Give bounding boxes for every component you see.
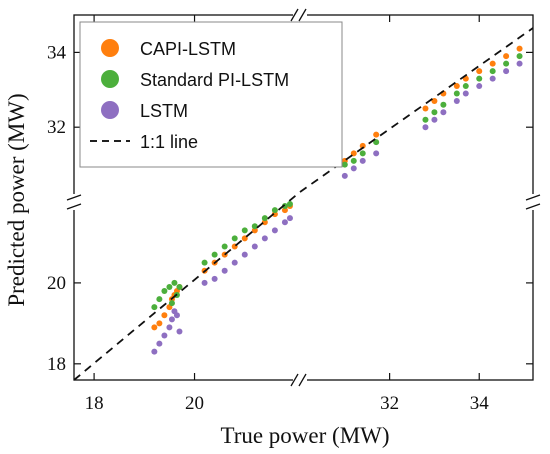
data-point: [422, 124, 429, 131]
data-point: [176, 328, 183, 335]
data-point: [241, 227, 248, 234]
legend-label: CAPI-LSTM: [140, 39, 236, 59]
data-point: [453, 90, 460, 97]
x-tick-label: 32: [380, 393, 399, 414]
data-point: [286, 215, 293, 222]
data-point: [281, 219, 288, 226]
data-point: [161, 288, 168, 294]
data-point: [476, 75, 483, 82]
data-point: [168, 300, 175, 307]
data-point: [350, 150, 357, 157]
data-point: [156, 296, 163, 303]
data-point: [453, 83, 460, 90]
data-point: [156, 320, 163, 327]
data-point: [211, 275, 218, 282]
data-point: [166, 283, 173, 290]
data-point: [341, 161, 348, 168]
legend-box: [79, 21, 343, 168]
data-point: [431, 116, 438, 123]
legend-label: LSTM: [140, 101, 188, 121]
data-point: [271, 207, 278, 214]
data-point: [359, 142, 366, 149]
data-point: [373, 139, 380, 146]
data-point: [156, 340, 163, 347]
data-point: [350, 157, 357, 164]
data-point: [261, 215, 268, 222]
legend-marker: [101, 39, 119, 57]
data-point: [503, 53, 510, 60]
data-point: [462, 90, 469, 97]
data-point: [261, 235, 268, 242]
data-point: [241, 235, 248, 242]
data-point: [251, 243, 258, 250]
data-point: [173, 312, 180, 319]
data-point: [176, 283, 183, 290]
data-point: [516, 45, 523, 52]
data-point: [281, 203, 288, 210]
data-point: [516, 53, 523, 60]
data-point: [359, 150, 366, 157]
data-point: [221, 267, 228, 274]
data-point: [241, 251, 248, 258]
data-point: [151, 304, 158, 311]
axis-breaks: [66, 8, 541, 387]
data-point: [341, 172, 348, 179]
data-point: [476, 68, 483, 75]
data-point: [231, 259, 238, 266]
data-point: [201, 259, 208, 266]
y-tick-label: 18: [47, 354, 66, 375]
y-tick-label: 20: [47, 273, 66, 294]
data-point: [476, 83, 483, 90]
data-point: [271, 227, 278, 234]
data-point: [171, 279, 178, 286]
data-point: [168, 316, 175, 323]
data-point: [516, 60, 523, 67]
data-point: [489, 60, 496, 67]
data-point: [373, 150, 380, 157]
legend: CAPI-LSTM Standard PI-LSTM LSTM 1:1 line: [79, 21, 343, 168]
data-point: [350, 165, 357, 172]
data-point: [359, 157, 366, 164]
data-point: [251, 223, 258, 230]
data-point: [201, 279, 208, 286]
legend-marker: [101, 101, 119, 119]
axis-ticks: 18 20 32 34 18 20 32 34: [47, 15, 533, 414]
x-tick-label: 18: [85, 393, 104, 414]
data-point: [221, 243, 228, 250]
data-point: [489, 68, 496, 75]
identity-line-lower: [73, 191, 301, 381]
data-point: [211, 251, 218, 258]
x-axis-title: True power (MW): [220, 423, 389, 448]
data-point: [503, 60, 510, 67]
data-point: [373, 131, 380, 138]
data-point: [440, 101, 447, 108]
data-point: [462, 83, 469, 90]
data-point: [161, 332, 168, 339]
data-point: [161, 312, 168, 319]
data-point: [151, 348, 158, 355]
y-axis-title: Predicted power (MW): [4, 93, 29, 306]
legend-marker: [101, 70, 119, 88]
data-point: [286, 201, 293, 208]
y-tick-label: 32: [47, 117, 66, 138]
data-point: [422, 105, 429, 112]
x-tick-label: 20: [185, 393, 204, 414]
data-point: [489, 75, 496, 82]
data-point: [166, 324, 173, 331]
y-tick-label: 34: [47, 42, 67, 63]
scatter-points: [151, 45, 523, 355]
data-point: [151, 324, 158, 331]
data-point: [431, 109, 438, 116]
legend-label: 1:1 line: [140, 132, 198, 152]
data-point: [231, 235, 238, 242]
data-point: [440, 109, 447, 116]
x-tick-label: 34: [470, 393, 490, 414]
data-point: [503, 68, 510, 75]
legend-label: Standard PI-LSTM: [140, 70, 289, 90]
data-point: [453, 98, 460, 105]
data-point: [422, 116, 429, 123]
